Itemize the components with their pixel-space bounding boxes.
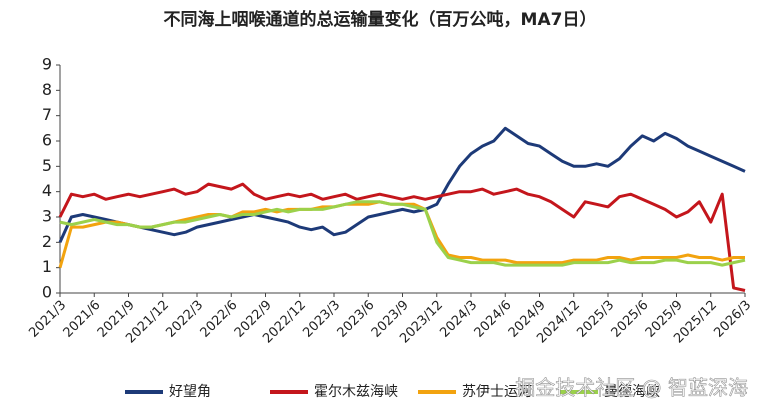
x-tick-label: 2021/3 — [26, 298, 69, 341]
y-tick-label: 8 — [42, 80, 52, 99]
y-tick-label: 2 — [42, 232, 52, 251]
legend-label: 霍尔木兹海峡 — [314, 384, 398, 400]
x-tick-label: 2024/3 — [437, 298, 480, 341]
chart-title: 不同海上咽喉通道的总运输量变化（百万公吨，MA7日） — [164, 9, 597, 30]
y-tick-label: 3 — [42, 207, 52, 226]
y-tick-label: 7 — [42, 105, 52, 124]
y-tick-label: 6 — [42, 131, 52, 150]
watermark: 掘金技术社区 @ 智蓝深海 — [515, 376, 748, 400]
y-tick-label: 0 — [42, 283, 52, 302]
series-line — [58, 126, 746, 243]
series-line — [58, 182, 746, 292]
legend-label: 苏伊士运河 — [462, 384, 532, 400]
x-tick-label: 2022/3 — [163, 298, 206, 341]
y-tick-label: 5 — [42, 156, 52, 175]
series-line — [59, 200, 746, 267]
x-tick-label: 2022/6 — [198, 298, 241, 341]
x-tick-label: 2023/3 — [300, 298, 343, 341]
x-tick-label: 2023/6 — [335, 298, 378, 341]
y-tick-label: 1 — [42, 257, 52, 276]
x-tick-label: 2025/3 — [574, 298, 617, 341]
x-tick-label: 2025/6 — [609, 298, 652, 341]
legend-label: 好望角 — [169, 384, 211, 400]
legend-label: 曼德海峡 — [604, 384, 660, 400]
x-tick-label: 2026/3 — [711, 298, 754, 341]
series-line — [58, 200, 745, 269]
y-tick-label: 4 — [42, 181, 52, 200]
y-tick-label: 9 — [42, 55, 52, 74]
x-tick-label: 2024/6 — [472, 298, 515, 341]
x-tick-label: 2021/6 — [61, 298, 104, 341]
